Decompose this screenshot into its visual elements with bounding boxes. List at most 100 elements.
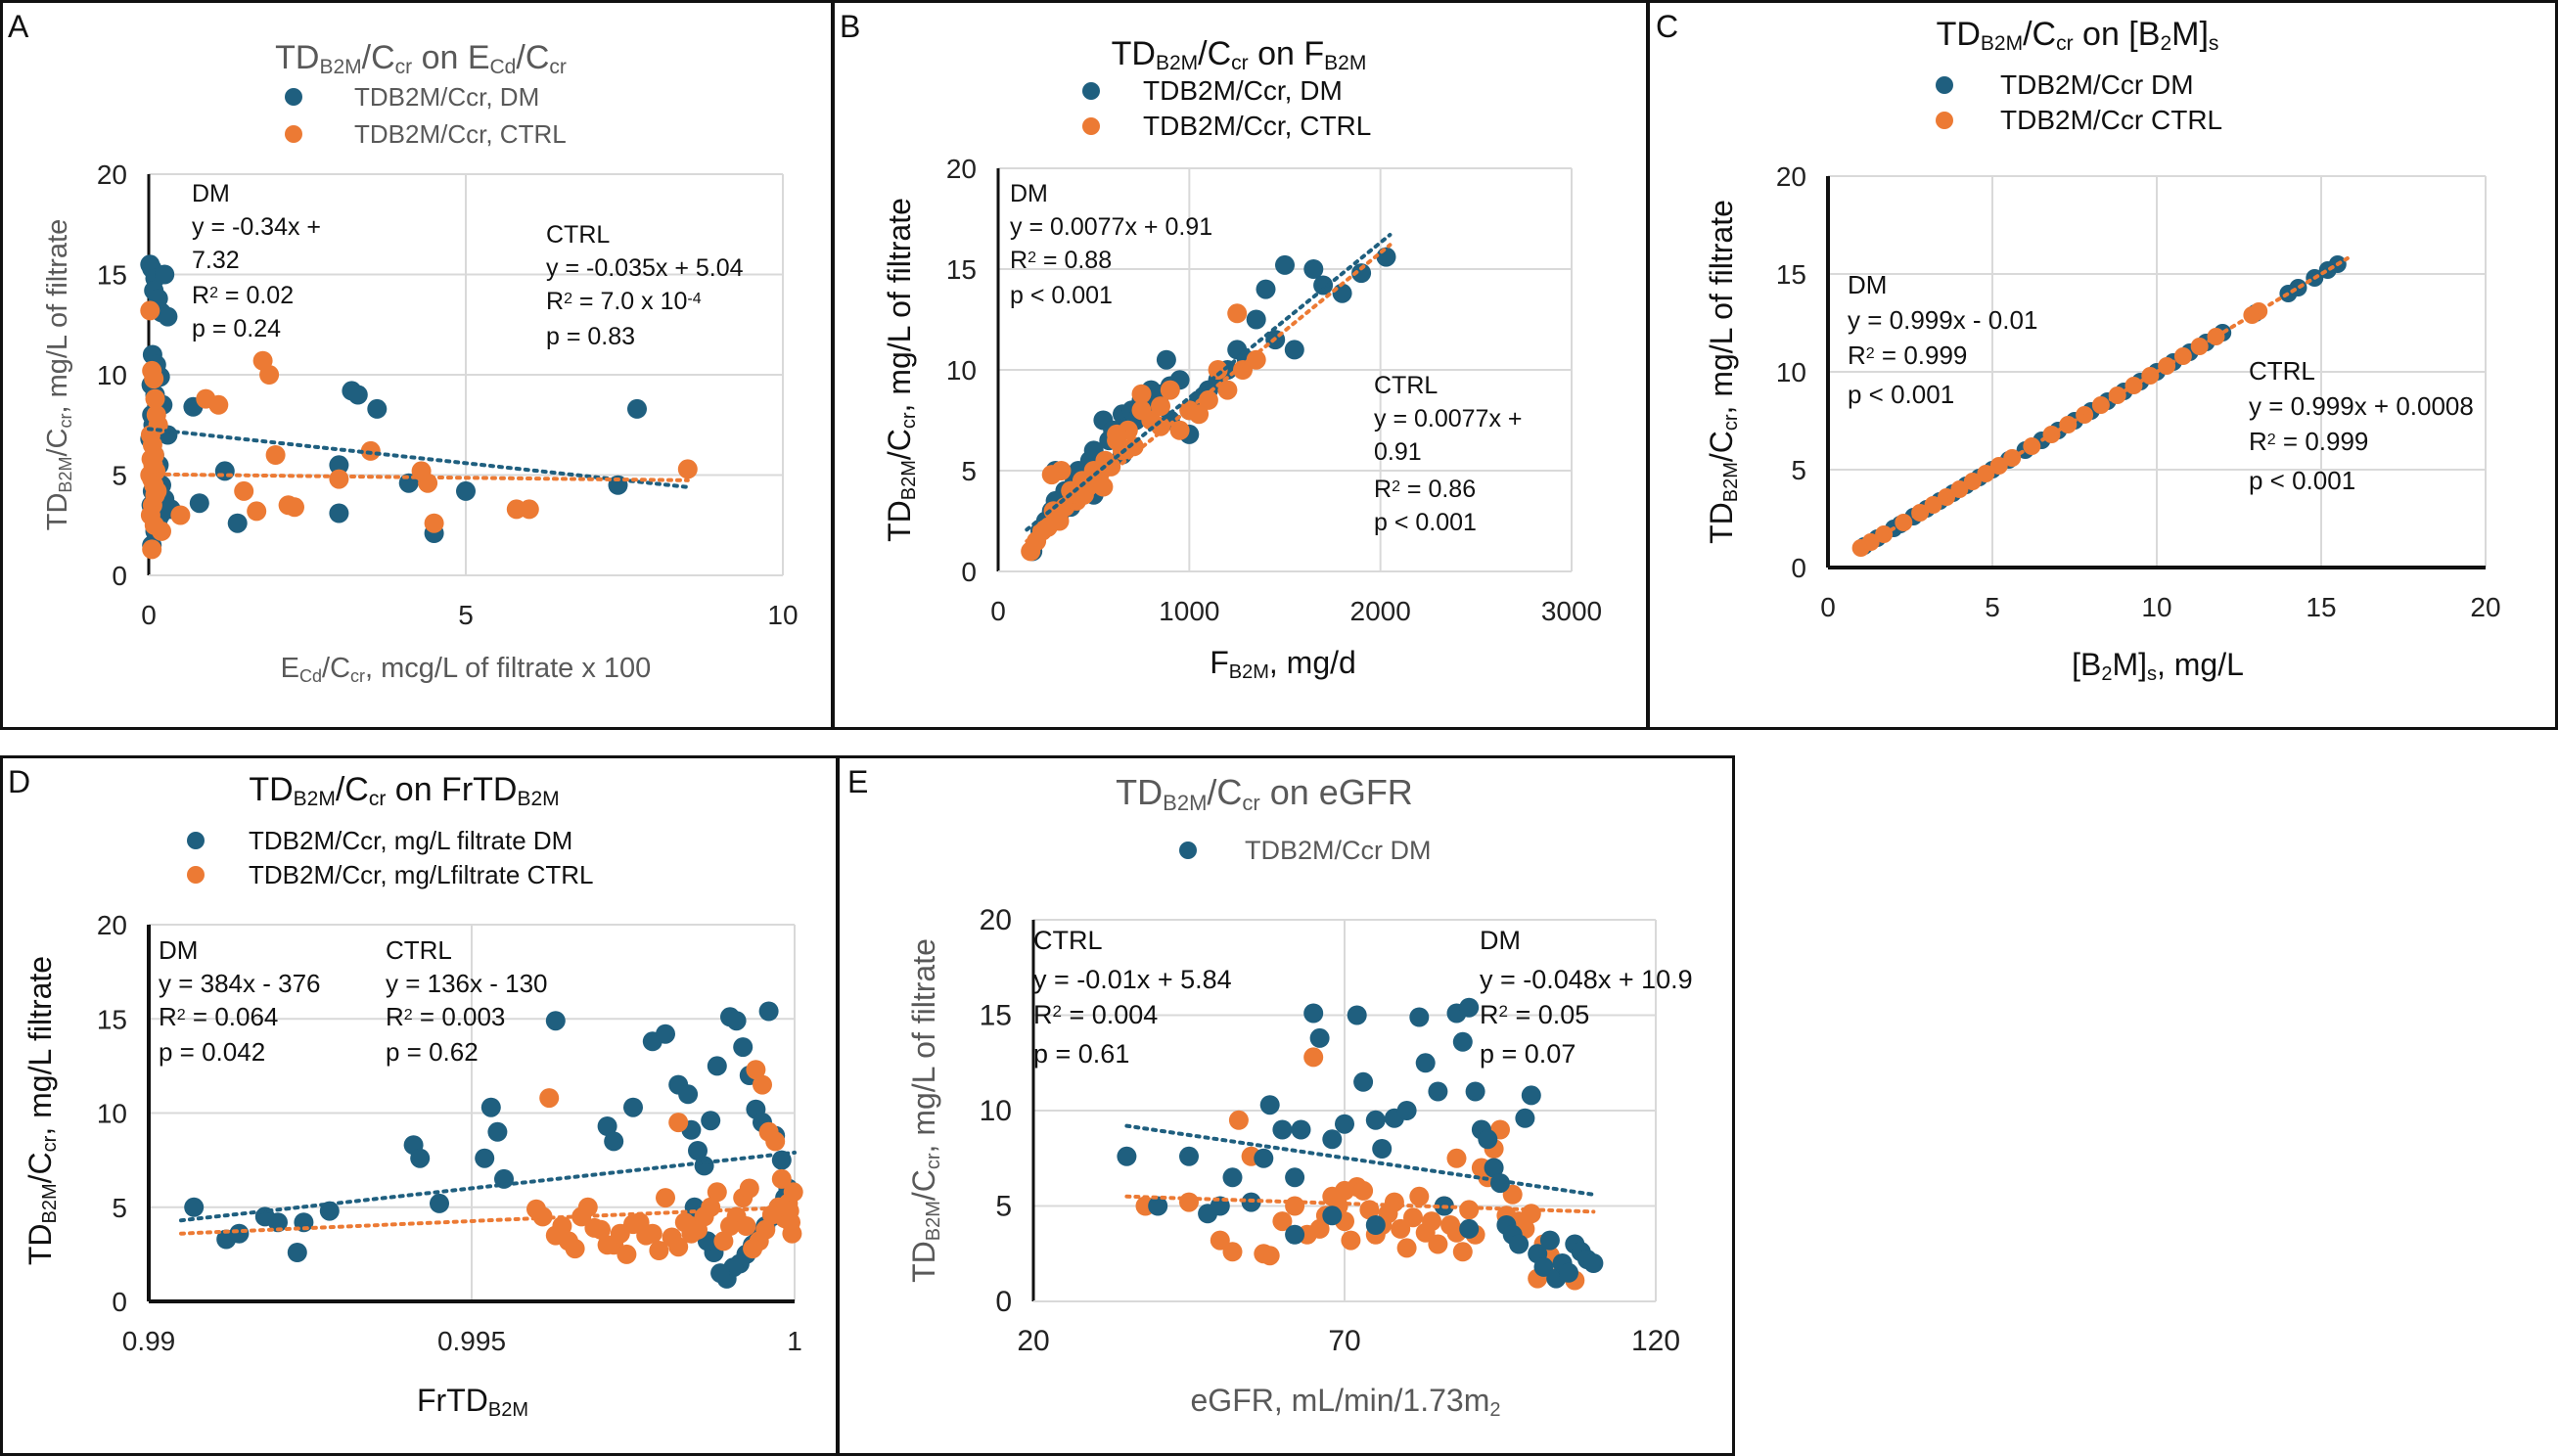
panel-e-point-dm <box>1347 1005 1367 1025</box>
panel-d-point-ctrl <box>783 1182 803 1203</box>
panel-e-point-ctrl <box>1335 1180 1354 1201</box>
panel-a-point-ctrl <box>285 497 304 518</box>
panel-b-point-ctrl <box>1217 380 1238 400</box>
panel-a-point-dm <box>456 480 476 501</box>
panel-b-point-dm <box>1303 259 1324 279</box>
panel-c-x-tick-label: 0 <box>1820 592 1836 622</box>
panel-a-point-ctrl <box>208 394 229 415</box>
panel-c-point-ctrl <box>2023 437 2041 455</box>
panel-d-point-dm <box>604 1131 624 1152</box>
panel-c-annotation-dm-3: p < 0.001 <box>1848 380 1954 409</box>
panel-d-point-ctrl <box>539 1088 560 1109</box>
panel-d-point-ctrl <box>617 1244 637 1264</box>
panel-b-trendline-dm <box>1025 232 1393 532</box>
panel-a-annotation-dm-0: DM <box>192 180 230 207</box>
panel-b-y-tick-label: 20 <box>946 154 977 184</box>
panel-d-point-ctrl <box>577 1197 598 1217</box>
panel-b-annotation-ctrl-1: y = 0.0077x + <box>1374 405 1523 432</box>
panel-e-point-dm <box>1372 1139 1393 1159</box>
panel-e-point-ctrl <box>1446 1148 1467 1168</box>
panel-d-point-dm <box>268 1212 288 1233</box>
panel-e-point-ctrl <box>1396 1238 1417 1258</box>
panel-e-point-dm <box>1285 1167 1305 1188</box>
panel-b-legend-marker-dm <box>1082 82 1100 100</box>
panel-b-y-tick-label: 10 <box>946 355 977 386</box>
panel-a-point-ctrl <box>142 539 162 560</box>
panel-d-point-ctrl <box>736 1216 756 1236</box>
panel-a-legend-marker-ctrl <box>285 125 302 143</box>
panel-e-point-dm <box>1322 1129 1343 1150</box>
panel-e-point-ctrl <box>1452 1242 1473 1262</box>
panel-a-point-dm <box>329 503 349 523</box>
panel-c-annotation-ctrl-2: R2 = 0.999 <box>2249 427 2368 456</box>
panel-b-point-ctrl <box>1246 349 1266 370</box>
panel-e-y-tick-label: 20 <box>980 904 1012 936</box>
panel-b-point-dm <box>1256 279 1276 299</box>
panel-a-y-tick-label: 20 <box>97 159 127 190</box>
panel-e-point-dm <box>1396 1101 1417 1120</box>
panel-e-point-ctrl <box>1179 1192 1199 1212</box>
panel-d-legend-marker-dm <box>187 832 205 849</box>
panel-d-point-ctrl <box>701 1197 721 1217</box>
panel-b-annotation-dm-1: y = 0.0077x + 0.91 <box>1010 213 1212 241</box>
panel-a-point-ctrl <box>265 445 286 465</box>
panel-c-y-tick-label: 15 <box>1776 259 1806 290</box>
panel-b-annotation-dm-2: R2 = 0.88 <box>1010 247 1112 274</box>
panel-a-point-dm <box>347 385 368 405</box>
panel-d-point-ctrl <box>765 1131 786 1152</box>
panel-e-title: TDB2M/Ccr on eGFR <box>1116 772 1413 815</box>
panel-d-point-ctrl <box>771 1168 792 1189</box>
panel-d-point-ctrl <box>713 1231 734 1251</box>
panel-e-x-tick-label: 120 <box>1631 1325 1680 1357</box>
panel-c-x-tick-label: 15 <box>2306 592 2336 622</box>
panel-d-point-dm <box>623 1097 643 1117</box>
panel-a-point-dm <box>189 493 209 514</box>
panel-b-point-ctrl <box>1151 396 1170 417</box>
panel-e <box>837 755 1735 1456</box>
panel-d-point-ctrl <box>782 1223 802 1244</box>
panel-d-point-ctrl <box>707 1182 727 1203</box>
panel-b-point-dm <box>1376 247 1396 267</box>
panel-d-y-tick-label: 20 <box>97 910 127 940</box>
panel-b-point-dm <box>1246 309 1266 330</box>
panel-e-point-dm <box>1515 1108 1535 1128</box>
panel-c-legend-marker-ctrl <box>1936 112 1953 129</box>
panel-e-point-dm <box>1365 1110 1386 1130</box>
panel-e-trendline-ctrl <box>1124 1194 1596 1214</box>
panel-d-y-axis-label: TDB2M/Ccr, mg/L filtrate <box>23 956 61 1265</box>
panel-e-point-dm <box>1459 1218 1480 1239</box>
panel-d-point-ctrl <box>668 1113 689 1133</box>
panel-a-annotation-ctrl-2: R2 = 7.0 x 10-4 <box>546 288 702 315</box>
panel-e-x-axis-label: eGFR, mL/min/1.73m2 <box>1191 1383 1501 1421</box>
panel-e-point-ctrl <box>1409 1186 1430 1206</box>
panel-e-point-ctrl <box>1459 1200 1480 1220</box>
panel-e-point-dm <box>1539 1230 1560 1251</box>
panel-e-point-dm <box>1409 1007 1430 1027</box>
panel-a-x-axis-label: ECd/Ccr, mcg/L of filtrate x 100 <box>281 653 652 686</box>
panel-e-point-ctrl <box>1391 1218 1411 1239</box>
panel-e-point-dm <box>1465 1081 1485 1102</box>
panel-a-annotation-ctrl-0: CTRL <box>546 221 610 249</box>
panel-e-point-dm <box>1459 997 1480 1018</box>
panel-d-point-dm <box>480 1097 501 1117</box>
panel-e-point-dm <box>1452 1031 1473 1052</box>
panel-e-point-ctrl <box>1403 1207 1423 1228</box>
panel-b-y-tick-label: 5 <box>961 456 977 486</box>
panel-d-point-dm <box>707 1056 727 1076</box>
panel-a-y-tick-label: 10 <box>97 360 127 390</box>
panel-a-point-ctrl <box>247 501 267 522</box>
panel-b-x-tick-label: 0 <box>990 596 1006 626</box>
panel-e-y-tick-label: 10 <box>980 1095 1012 1127</box>
panel-e-y-axis-label: TDB2M/Ccr, mg/L of filtrate <box>906 938 944 1283</box>
panel-a-y-axis-label: TDB2M/Ccr, mg/L of filtrate <box>42 219 75 530</box>
panel-a-point-ctrl <box>259 365 280 385</box>
panel-a-point-ctrl <box>234 480 254 501</box>
panel-a-x-tick-label: 0 <box>141 600 157 630</box>
panel-e-annotation-dm-1: y = -0.048x + 10.9 <box>1480 965 1693 994</box>
panel-d-annotation-dm-3: p = 0.042 <box>159 1037 265 1067</box>
panel-c-annotation-dm-0: DM <box>1848 270 1887 299</box>
panel-b-annotation-dm-0: DM <box>1010 180 1048 207</box>
panel-e-point-dm <box>1478 1129 1498 1150</box>
panel-d-point-ctrl <box>584 1217 605 1238</box>
